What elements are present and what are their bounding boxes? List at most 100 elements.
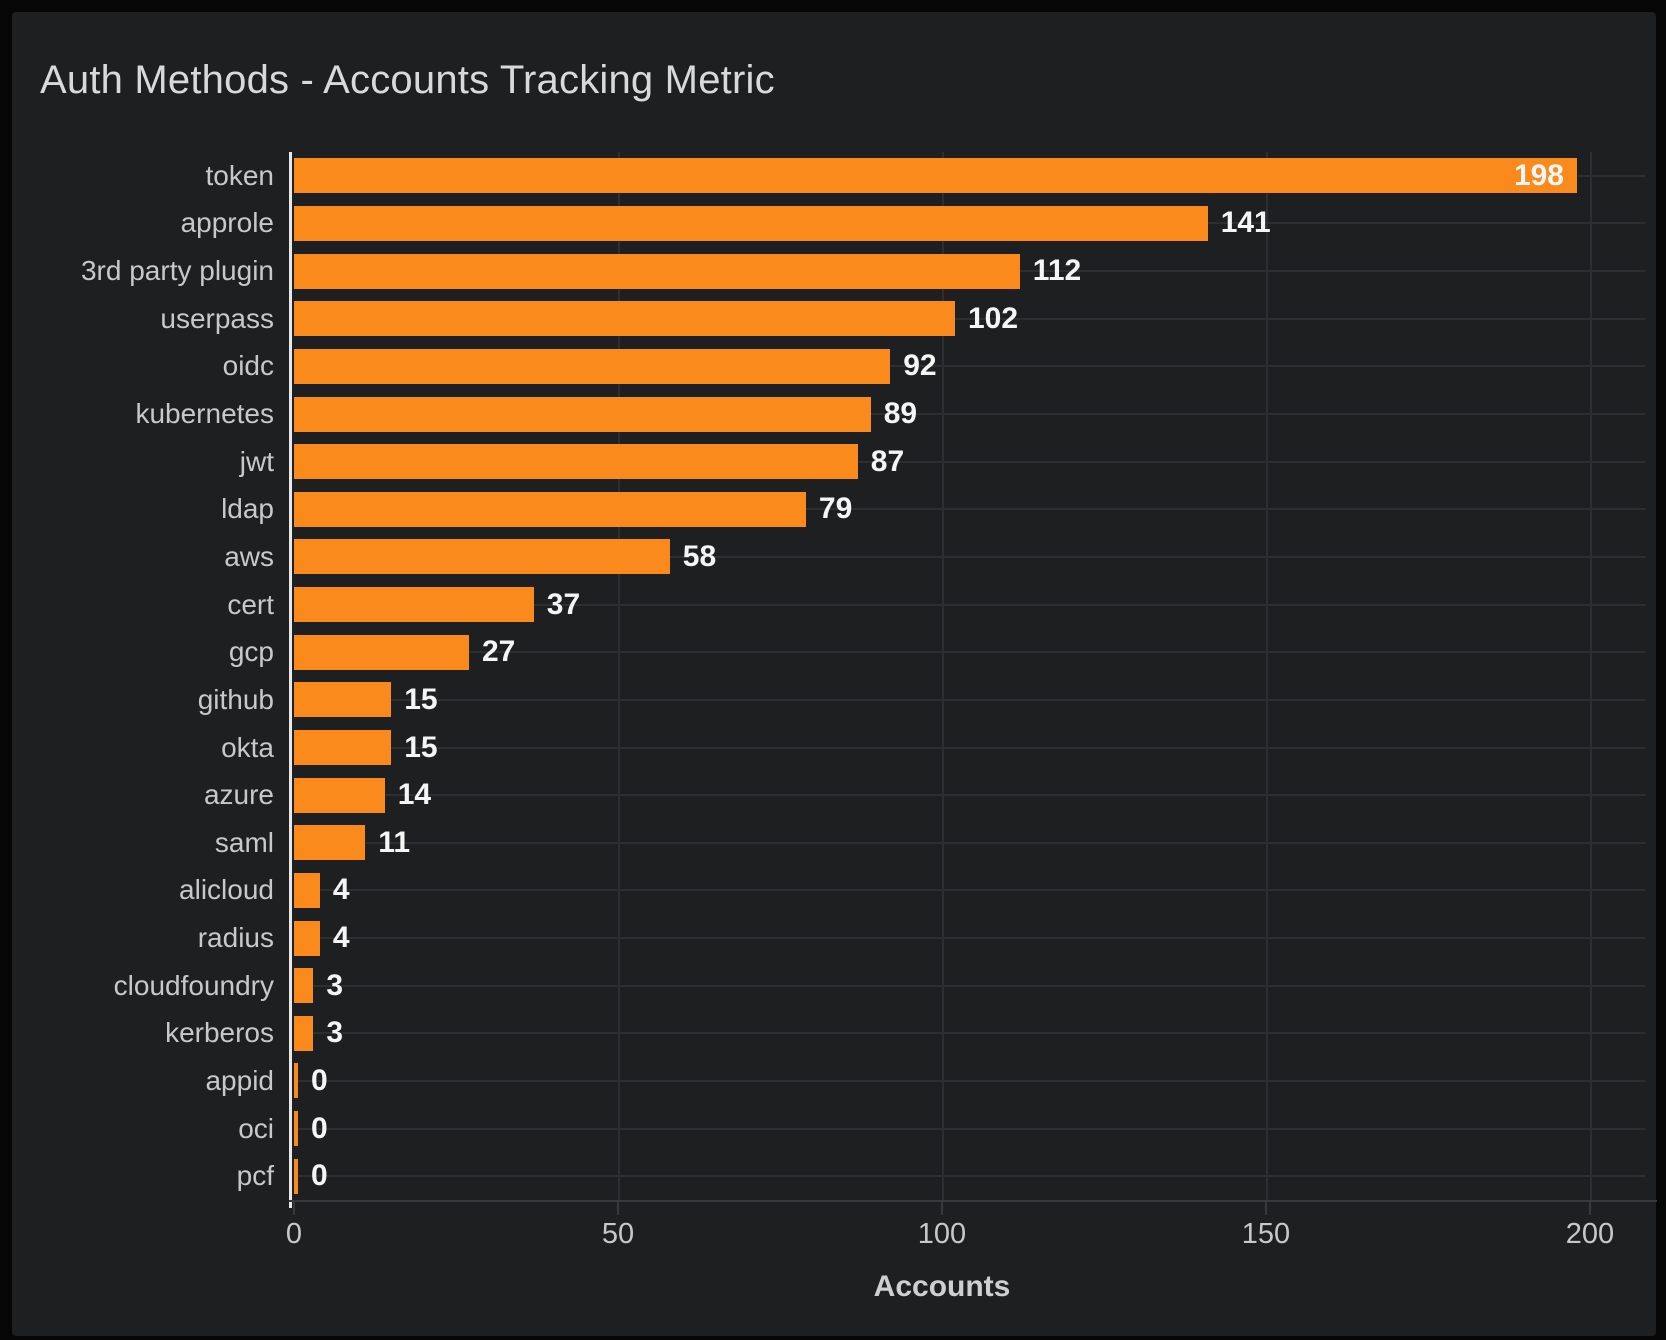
vertical-gridline-50 [618,152,620,1200]
bar-saml[interactable] [294,825,366,861]
category-label-alicloud: alicloud [179,874,274,906]
vertical-gridline-200 [1590,152,1592,1200]
row-gridline [294,698,1645,701]
bar-kubernetes[interactable] [294,396,871,432]
bar-row: 37 [294,581,1645,629]
value-label: 0 [311,1159,328,1193]
bar-row: 87 [294,438,1645,486]
category-label-3rd-party-plugin: 3rd party plugin [80,255,274,287]
bar-github[interactable] [294,682,392,718]
row-gridline [294,460,1645,463]
value-label: 27 [482,635,516,669]
category-label-pcf: pcf [236,1160,274,1192]
bar-row: 4 [294,914,1645,962]
value-label: 15 [404,682,438,716]
bar-token[interactable]: 198 [294,158,1577,194]
x-tick-mark-150 [1265,1200,1267,1215]
bar-approle[interactable] [294,205,1208,241]
bar-row: 11 [294,819,1645,867]
value-label: 3 [326,1016,344,1050]
bar-userpass[interactable] [294,301,955,337]
bar-row: 15 [294,724,1645,772]
bar-jwt[interactable] [294,444,858,480]
bar-kerberos[interactable] [294,1015,314,1051]
value-label: 15 [404,730,438,764]
x-axis-title: Accounts [873,1270,1011,1303]
bar-pcf[interactable] [294,1158,298,1194]
value-label: 92 [903,349,937,383]
bar-chart: token approle 3rd party plugin userpass oidc… [12,152,1656,1208]
vertical-gridline-100 [942,152,944,1200]
row-gridline [294,937,1645,940]
value-label: 58 [682,539,717,573]
bar-3rd-party-plugin[interactable] [294,253,1020,289]
row-gridline [294,1175,1645,1178]
bar-row: 0 [294,1057,1645,1105]
plot-area: 198 141 112 102 92 89 87 79 58 37 27 15 15 14 11 4 4 3 3 0 0… [294,152,1645,1200]
value-label: 4 [332,873,350,907]
chart-panel: Auth Methods - Accounts Tracking Metric … [12,12,1657,1336]
category-label-gcp: gcp [228,636,274,668]
value-label: 4 [332,921,350,955]
bar-row: 14 [294,771,1645,819]
value-label: 79 [818,492,853,526]
row-gridline [294,984,1645,987]
bar-gcp[interactable] [294,634,469,670]
row-gridline [294,1079,1645,1082]
bar-alicloud[interactable] [294,872,320,908]
bar-rows: 198 141 112 102 92 89 87 79 58 37 27 15 15 14 11 4 4 3 3 0 0… [294,152,1645,1200]
x-tick-mark-100 [941,1200,943,1215]
bar-radius[interactable] [294,920,320,956]
category-label-approle: approle [180,207,274,239]
vertical-gridline-150 [1266,152,1268,1200]
chart-title: Auth Methods - Accounts Tracking Metric [40,58,775,102]
x-tick-label-150: 150 [1241,1218,1291,1250]
bar-oidc[interactable] [294,348,891,384]
bar-row: 79 [294,485,1645,533]
bar-okta[interactable] [294,730,392,765]
bar-oci[interactable] [294,1111,298,1147]
category-label-radius: radius [197,922,274,954]
value-label: 0 [311,1063,328,1097]
bar-row: 112 [294,247,1645,295]
row-gridline [294,317,1645,320]
bar-row: 92 [294,343,1645,391]
category-label-kerberos: kerberos [165,1017,274,1049]
category-label-ldap: ldap [221,493,274,525]
bar-row: 58 [294,533,1645,581]
category-label-aws: aws [224,540,274,572]
row-gridline [294,1032,1645,1035]
bar-cert[interactable] [294,587,534,623]
bar-appid[interactable] [294,1063,298,1099]
bar-row: 198 [294,152,1645,200]
row-gridline [294,508,1645,511]
row-gridline [294,1127,1645,1130]
bar-row: 0 [294,1105,1645,1153]
row-gridline [294,794,1645,797]
row-gridline [294,841,1645,844]
bar-row: 4 [294,867,1645,915]
x-tick-label-50: 50 [601,1218,635,1250]
bar-aws[interactable] [294,539,670,575]
x-axis-line [289,1200,1657,1202]
bar-row: 89 [294,390,1645,438]
bar-row: 3 [294,962,1645,1010]
category-label-azure: azure [203,779,274,811]
category-label-kubernetes: kubernetes [135,398,274,430]
category-label-oci: oci [238,1112,274,1144]
row-gridline [294,651,1645,654]
bar-row: 3 [294,1010,1645,1058]
value-label: 0 [311,1111,328,1145]
value-label: 102 [968,301,1019,335]
y-axis-line [289,152,292,1208]
row-gridline [294,555,1645,558]
x-tick-mark-200 [1589,1200,1591,1215]
value-label: 112 [1032,254,1082,288]
bar-row: 102 [294,295,1645,343]
bar-cloudfoundry[interactable] [294,968,314,1004]
category-label-saml: saml [214,826,274,858]
bar-azure[interactable] [294,777,385,813]
row-gridline [294,889,1645,892]
bar-ldap[interactable] [294,491,806,527]
category-label-cert: cert [227,588,274,620]
